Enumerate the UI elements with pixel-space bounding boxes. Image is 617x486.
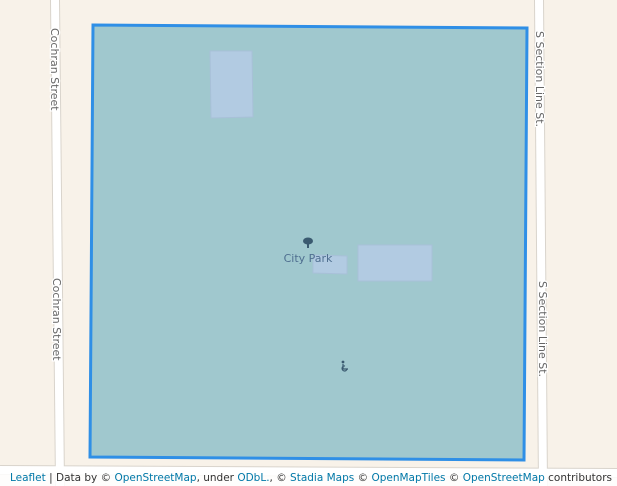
odbl-link[interactable]: ODbL. [237,472,270,484]
osm-link[interactable]: OpenStreetMap [114,472,197,484]
wheelchair-icon [341,360,348,372]
attribution-text: | Data by © [45,472,115,484]
building [209,50,254,119]
street-label-section-south: S Section Line St. [536,281,549,377]
attribution-text: © [354,472,372,484]
attribution-text: © [445,472,463,484]
attribution-bar: Leaflet | Data by © OpenStreetMap, under… [0,471,617,486]
building [357,244,433,282]
road-cochran-street [51,0,64,486]
building [312,254,348,275]
poi-label-city-park[interactable]: City Park [284,252,333,265]
attribution-text: , © [269,472,291,484]
street-label-cochran-north: Cochran Street [48,28,61,111]
attribution-text: , under [196,472,238,484]
attribution-text: contributors [544,472,612,484]
stadia-link[interactable]: Stadia Maps [290,472,355,484]
road-s-section-line [535,0,547,486]
street-label-cochran-south: Cochran Street [50,278,63,361]
street-label-section-north: S Section Line St. [533,31,546,127]
openmaptiles-link[interactable]: OpenMapTiles [371,472,446,484]
leaflet-link[interactable]: Leaflet [10,472,46,484]
tree-icon [303,237,313,248]
osm-contributors-link[interactable]: OpenStreetMap [462,472,545,484]
